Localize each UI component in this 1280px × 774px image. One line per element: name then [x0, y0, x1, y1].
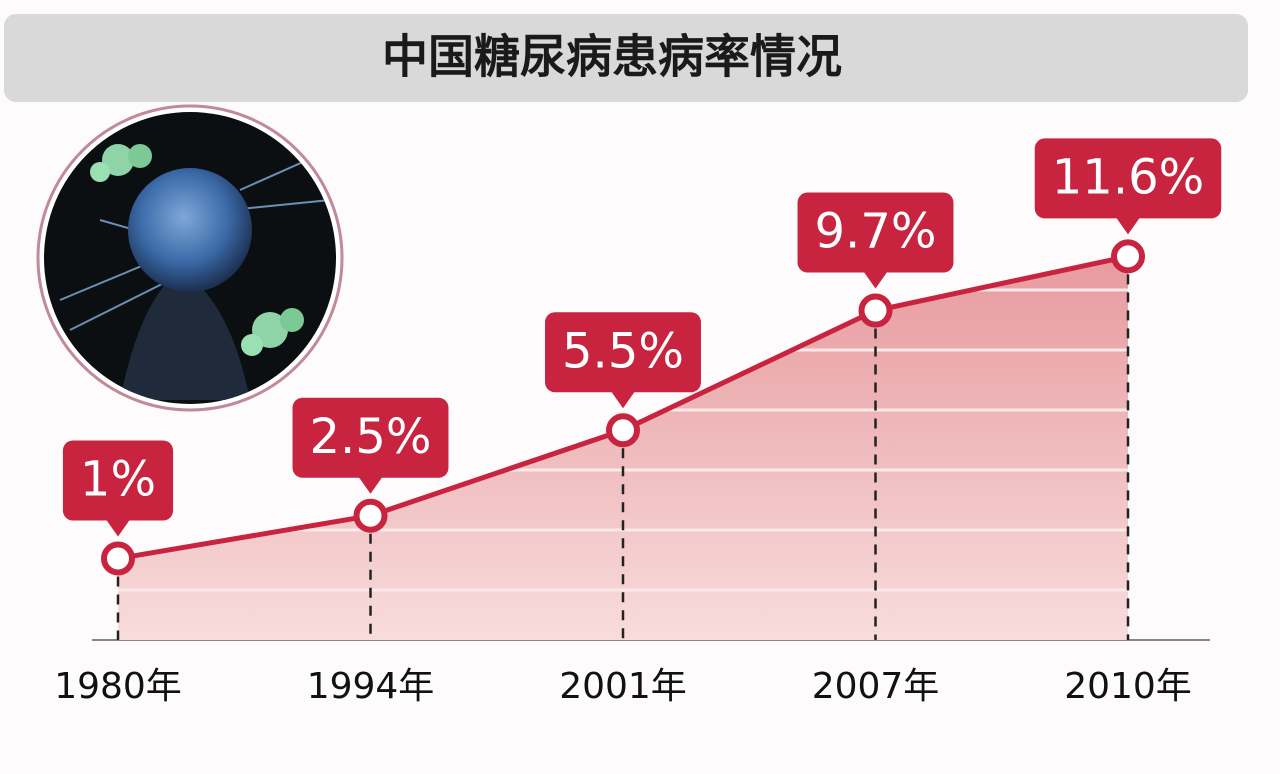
point [1111, 239, 1145, 274]
value-label-box: 5.5% [545, 312, 701, 409]
label-bg [292, 397, 449, 478]
point [858, 293, 893, 328]
value-label-box: 2.5% [292, 397, 449, 494]
point [353, 498, 388, 533]
point [101, 541, 135, 576]
label-bg [797, 192, 954, 273]
value-label: 9.7% [815, 204, 937, 260]
value-label-box: 9.7% [797, 192, 954, 289]
label-bg [545, 312, 701, 393]
point [606, 413, 640, 448]
label-pointer [611, 391, 635, 409]
x-tick-label: 1994年 [307, 666, 435, 707]
label-bg [1034, 138, 1222, 219]
chart-title: 中国糖尿病患病率情况 [382, 30, 842, 84]
photo [36, 104, 344, 412]
value-label: 1% [80, 452, 156, 508]
x-tick-label: 2010年 [1064, 666, 1192, 707]
title-bar [4, 14, 1248, 102]
x-tick-label: 2001年 [559, 666, 687, 707]
x-tick-label: 1980年 [54, 666, 182, 707]
label-pointer [358, 476, 383, 494]
value-label: 11.6% [1052, 149, 1204, 205]
value-label: 5.5% [562, 323, 684, 379]
label-bg [62, 440, 174, 521]
x-tick-label: 2007年 [812, 666, 940, 707]
label-pointer [106, 519, 130, 537]
value-label: 2.5% [310, 409, 432, 465]
label-pointer [1116, 217, 1140, 235]
value-label-box: 11.6% [1034, 138, 1222, 235]
label-pointer [863, 271, 888, 289]
value-label-box: 1% [62, 440, 174, 537]
